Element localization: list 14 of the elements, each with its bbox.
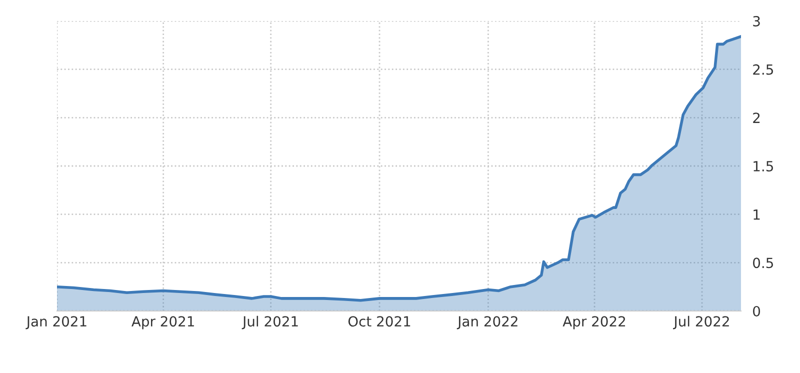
x-tick-label: Apr 2022 bbox=[562, 316, 626, 330]
y-tick-label: 3 bbox=[753, 16, 760, 26]
x-tick-label: Jul 2022 bbox=[673, 316, 729, 330]
y-tick-label: 2.5 bbox=[753, 64, 773, 75]
x-tick-label: Jan 2022 bbox=[456, 316, 518, 330]
x-tick-label: Oct 2021 bbox=[348, 316, 410, 327]
x-tick-label: Jan 2021 bbox=[26, 316, 86, 330]
x-tick-label: Apr 2021 bbox=[132, 316, 194, 330]
y-tick-label: 0.5 bbox=[753, 258, 773, 268]
y-tick-label: 1.5 bbox=[754, 161, 773, 172]
x-tick-label: Jul 2021 bbox=[242, 316, 298, 330]
y-tick-label: 1 bbox=[754, 209, 760, 220]
y-tick-label: 2 bbox=[753, 112, 760, 123]
y-tick-label: 0 bbox=[753, 306, 760, 316]
